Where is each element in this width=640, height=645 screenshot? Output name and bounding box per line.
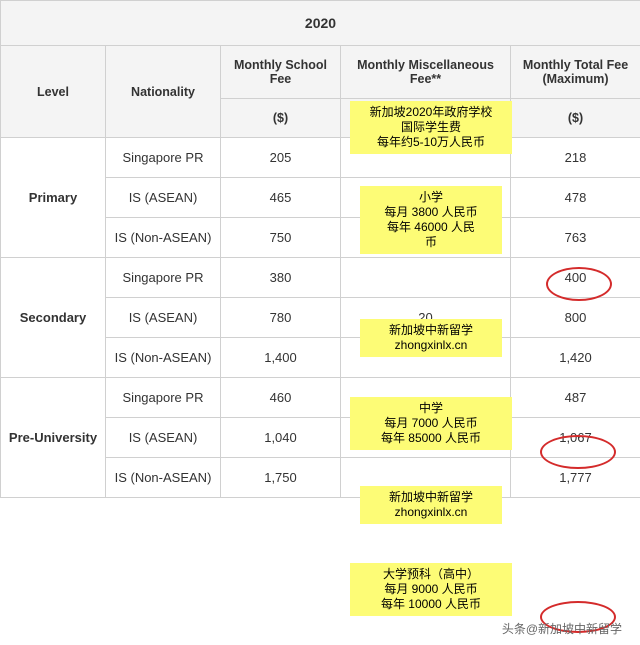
total-cell: 763 xyxy=(511,218,640,258)
total-cell: 478 xyxy=(511,178,640,218)
school-cell: 380 xyxy=(221,258,341,298)
year-header: 2020 xyxy=(1,1,640,46)
school-cell: 780 xyxy=(221,298,341,338)
note-brand-1: 新加坡中新留学 zhongxinlx.cn xyxy=(360,319,502,357)
unit-school: ($) xyxy=(221,99,341,138)
level-cell: Secondary xyxy=(1,258,106,378)
total-cell: 1,777 xyxy=(511,458,640,498)
school-cell: 465 xyxy=(221,178,341,218)
col-misc: Monthly Miscellaneous Fee** xyxy=(341,46,511,99)
nat-cell: Singapore PR xyxy=(106,258,221,298)
total-cell: 487 xyxy=(511,378,640,418)
nat-cell: Singapore PR xyxy=(106,138,221,178)
table-row: SecondarySingapore PR380400 xyxy=(1,258,640,298)
col-school: Monthly School Fee xyxy=(221,46,341,99)
school-cell: 1,040 xyxy=(221,418,341,458)
fees-table: 2020 Level Nationality Monthly School Fe… xyxy=(0,0,640,498)
school-cell: 460 xyxy=(221,378,341,418)
school-cell: 750 xyxy=(221,218,341,258)
total-cell: 1,067 xyxy=(511,418,640,458)
nat-cell: IS (ASEAN) xyxy=(106,178,221,218)
misc-cell xyxy=(341,258,511,298)
col-nationality: Nationality xyxy=(106,46,221,138)
table-row: Pre-UniversitySingapore PR460487 xyxy=(1,378,640,418)
total-cell: 218 xyxy=(511,138,640,178)
unit-total: ($) xyxy=(511,99,640,138)
nat-cell: IS (Non-ASEAN) xyxy=(106,338,221,378)
level-cell: Pre-University xyxy=(1,378,106,498)
note-preuni: 大学预科（高中） 每月 9000 人民币 每年 10000 人民币 xyxy=(350,563,512,616)
note-primary: 小学 每月 3800 人民币 每年 46000 人民 币 xyxy=(360,186,502,254)
col-level: Level xyxy=(1,46,106,138)
nat-cell: IS (Non-ASEAN) xyxy=(106,458,221,498)
nat-cell: IS (Non-ASEAN) xyxy=(106,218,221,258)
school-cell: 205 xyxy=(221,138,341,178)
col-total: Monthly Total Fee (Maximum) xyxy=(511,46,640,99)
total-cell: 800 xyxy=(511,298,640,338)
total-cell: 1,420 xyxy=(511,338,640,378)
table-body: PrimarySingapore PR205218IS (ASEAN)46547… xyxy=(1,138,640,498)
footer-credit: 头条@新加坡中新留学 xyxy=(502,620,622,637)
nat-cell: IS (ASEAN) xyxy=(106,298,221,338)
note-overview: 新加坡2020年政府学校 国际学生费 每年约5-10万人民币 xyxy=(350,101,512,154)
school-cell: 1,750 xyxy=(221,458,341,498)
table-row: PrimarySingapore PR205218 xyxy=(1,138,640,178)
total-cell: 400 xyxy=(511,258,640,298)
level-cell: Primary xyxy=(1,138,106,258)
school-cell: 1,400 xyxy=(221,338,341,378)
nat-cell: IS (ASEAN) xyxy=(106,418,221,458)
note-secondary: 中学 每月 7000 人民币 每年 85000 人民币 xyxy=(350,397,512,450)
note-brand-2: 新加坡中新留学 zhongxinlx.cn xyxy=(360,486,502,524)
nat-cell: Singapore PR xyxy=(106,378,221,418)
